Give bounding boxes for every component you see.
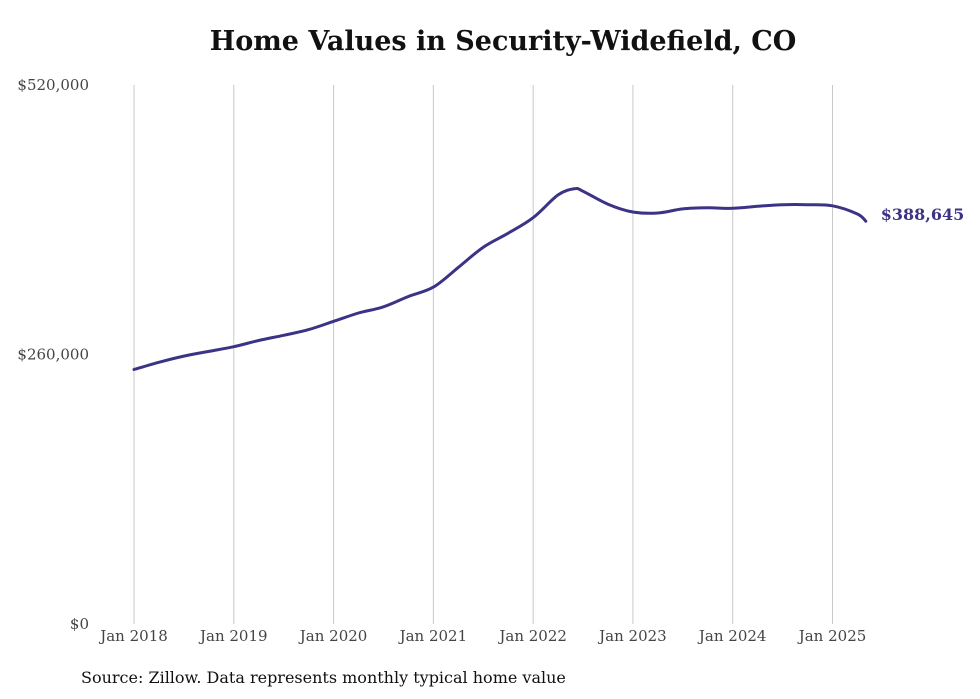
home-value-line [132, 186, 868, 371]
y-tick-label: $260,000 [17, 346, 89, 364]
y-tick-label: $0 [70, 615, 89, 633]
x-tick-label: Jan 2025 [797, 627, 867, 645]
y-axis-ticks: $0 $260,000 $520,000 [17, 76, 89, 633]
chart-title: Home Values in Security-Widefield, CO [209, 26, 797, 57]
x-tick-label: Jan 2018 [98, 627, 168, 645]
y-tick-label: $520,000 [17, 76, 89, 94]
x-tick-label: Jan 2022 [497, 627, 567, 645]
source-note: Source: Zillow. Data represents monthly … [81, 668, 566, 687]
x-tick-label: Jan 2023 [597, 627, 667, 645]
x-tick-label: Jan 2021 [398, 627, 468, 645]
grid-lines [133, 85, 833, 624]
x-axis-ticks: Jan 2018 Jan 2019 Jan 2020 Jan 2021 Jan 2022… [98, 627, 866, 645]
last-value-label: $388,645 [881, 205, 965, 224]
x-tick-label: Jan 2024 [697, 627, 767, 645]
x-tick-label: Jan 2019 [198, 627, 268, 645]
x-tick-label: Jan 2020 [298, 627, 368, 645]
